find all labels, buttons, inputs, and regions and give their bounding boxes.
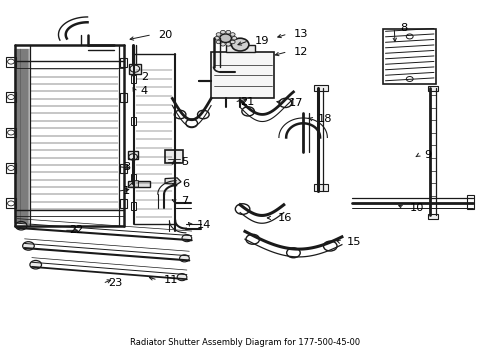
Circle shape (230, 33, 235, 36)
Text: 21: 21 (240, 97, 254, 107)
Bar (131, 117, 136, 125)
Circle shape (216, 40, 221, 44)
Bar (120, 164, 127, 173)
Bar (211, 53, 274, 99)
Circle shape (231, 38, 249, 51)
Text: 12: 12 (294, 47, 308, 57)
Bar (131, 75, 136, 82)
Bar (129, 64, 141, 74)
Circle shape (220, 34, 231, 42)
Text: 1: 1 (123, 186, 130, 196)
Text: Radiator Shutter Assembly Diagram for 177-500-45-00: Radiator Shutter Assembly Diagram for 17… (130, 338, 360, 347)
Text: 16: 16 (278, 213, 293, 223)
Circle shape (215, 36, 220, 40)
Circle shape (180, 255, 189, 262)
Bar (428, 214, 438, 219)
Circle shape (177, 274, 187, 281)
Text: 13: 13 (294, 29, 308, 39)
Circle shape (220, 42, 225, 46)
Polygon shape (165, 178, 181, 184)
Bar (225, 45, 255, 53)
Text: 3: 3 (123, 162, 130, 171)
Bar (120, 58, 127, 67)
Text: 5: 5 (181, 157, 188, 167)
Bar (6, 57, 16, 67)
Bar (314, 184, 328, 191)
Bar (6, 163, 16, 173)
Text: 22: 22 (70, 225, 84, 235)
Text: 7: 7 (181, 196, 188, 206)
Text: 2: 2 (141, 72, 148, 82)
Bar (120, 199, 127, 208)
Bar (165, 150, 183, 163)
Circle shape (23, 242, 34, 250)
Circle shape (216, 33, 221, 36)
Bar (6, 92, 16, 102)
Bar (6, 127, 16, 138)
Text: 11: 11 (164, 275, 178, 285)
Text: 15: 15 (347, 237, 361, 247)
Bar (314, 85, 328, 91)
Circle shape (230, 40, 235, 44)
Circle shape (15, 221, 27, 230)
Bar (131, 202, 136, 210)
Text: 9: 9 (424, 150, 432, 160)
Text: 14: 14 (196, 220, 211, 230)
Text: 6: 6 (182, 179, 189, 189)
Text: 20: 20 (158, 30, 172, 40)
Polygon shape (128, 181, 138, 187)
Text: 18: 18 (318, 114, 332, 124)
Bar (131, 174, 136, 182)
Bar (120, 93, 127, 102)
Circle shape (182, 235, 192, 242)
Circle shape (226, 42, 231, 46)
Bar (467, 195, 474, 209)
Text: 17: 17 (289, 98, 303, 108)
Text: 23: 23 (108, 279, 123, 288)
Bar (128, 181, 149, 187)
Bar (428, 86, 438, 91)
Text: 4: 4 (141, 86, 148, 96)
Circle shape (30, 260, 42, 269)
Circle shape (220, 30, 225, 34)
Text: 19: 19 (255, 36, 269, 46)
Text: 10: 10 (410, 203, 424, 213)
Circle shape (232, 36, 237, 40)
Bar (128, 150, 138, 159)
Circle shape (226, 30, 231, 34)
Text: 8: 8 (400, 23, 407, 33)
Bar (383, 30, 437, 84)
Bar (6, 198, 16, 208)
